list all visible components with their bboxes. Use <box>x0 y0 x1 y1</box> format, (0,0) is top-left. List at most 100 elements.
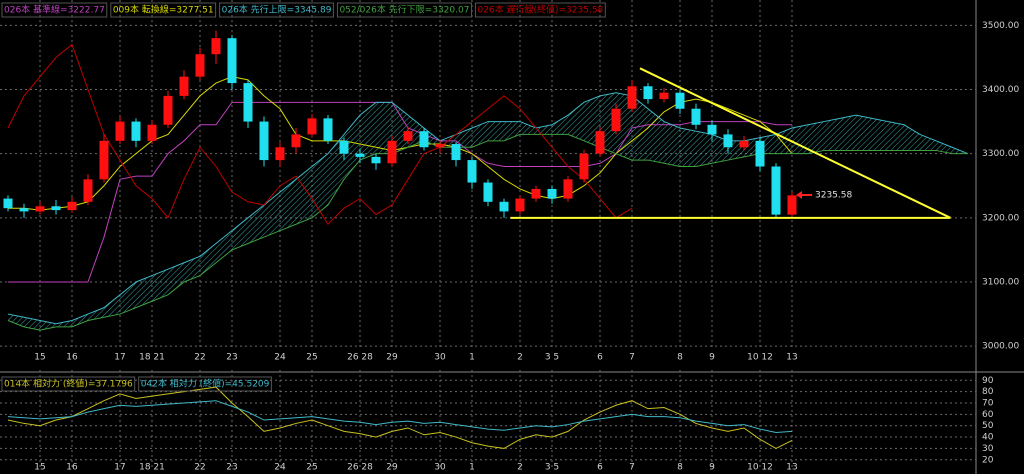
x-tick-label: 29 <box>386 353 398 363</box>
candle-body <box>371 156 381 164</box>
x-tick-label: 18 21 <box>139 353 165 363</box>
candle-body <box>291 134 301 148</box>
x-tick-label: 9 <box>709 353 715 363</box>
candle-body <box>387 140 397 164</box>
annotation-label: 3235.58 <box>815 190 852 200</box>
x-tick-label: 25 <box>306 463 317 473</box>
x-tick-label: 13 <box>786 463 797 473</box>
legend-box <box>219 2 334 18</box>
candle-body <box>499 201 509 212</box>
candle-body <box>323 118 333 141</box>
candle-body <box>563 179 573 199</box>
candle-body <box>339 140 349 154</box>
x-tick-label: 8 <box>677 463 683 473</box>
annotation-arrow <box>796 190 812 199</box>
x-tick-label: 6 <box>597 353 603 363</box>
legend-entry: 026本 遅行線(終値)=3235.58 <box>477 4 603 16</box>
x-tick-label: 1 <box>469 353 475 363</box>
y-tick-label: 3300.00 <box>982 149 1019 159</box>
x-tick-label: 24 <box>274 353 286 363</box>
legend-entry: 014本 相対力 (終値)=37.1796 <box>4 378 133 390</box>
x-tick-label: 15 <box>34 463 45 473</box>
candle-body <box>419 131 429 148</box>
candle-body <box>707 124 717 135</box>
legend-box <box>1 2 108 18</box>
candle-body <box>531 188 541 199</box>
legend-entry: 009本 転換線=3277.51 <box>113 4 214 16</box>
x-tick-label: 23 <box>226 463 237 473</box>
x-tick-label: 18 21 <box>139 463 165 473</box>
legend-entry: 052/026本 先行下限=3320.07 <box>339 4 469 16</box>
candle-body <box>179 76 189 96</box>
candle-body <box>723 134 733 148</box>
series-line <box>7 133 968 331</box>
y-tick-label: 80 <box>982 387 994 397</box>
x-tick-label: 3 5 <box>545 463 559 473</box>
x-tick-label: 24 <box>274 463 286 473</box>
candle-body <box>691 108 701 125</box>
x-tick-label: 10 12 <box>747 463 773 473</box>
series-line <box>8 76 793 211</box>
series-line <box>7 386 793 449</box>
candle-body <box>675 92 685 109</box>
candle-body <box>435 144 445 148</box>
candle-body <box>483 182 493 202</box>
x-tick-label: 10 12 <box>747 353 773 363</box>
candle-body <box>131 121 141 141</box>
y-tick-label: 50 <box>982 421 994 431</box>
x-tick-label: 26 28 <box>347 353 373 363</box>
x-tick-label: 17 <box>114 463 125 473</box>
x-tick-label: 30 <box>434 463 446 473</box>
y-tick-label: 70 <box>982 398 994 408</box>
candle-body <box>147 124 157 141</box>
candle-body <box>227 38 237 84</box>
x-tick-label: 9 <box>709 463 715 473</box>
x-tick-label: 17 <box>114 353 125 363</box>
series-line <box>8 101 792 283</box>
y-tick-label: 40 <box>982 433 994 443</box>
x-tick-label: 22 <box>194 353 205 363</box>
x-tick-label: 16 <box>66 353 78 363</box>
candle-body <box>595 131 605 154</box>
candle-body <box>259 121 269 161</box>
candle-body <box>51 206 61 211</box>
y-tick-label: 30 <box>982 444 994 454</box>
candle-body <box>19 208 29 212</box>
candle-body <box>35 206 45 212</box>
legend-box <box>110 2 217 18</box>
candle-body <box>3 198 13 209</box>
trendline <box>639 67 951 219</box>
x-tick-label: 30 <box>434 353 446 363</box>
candle-body <box>403 131 413 141</box>
candle-body <box>611 108 621 132</box>
legend-box <box>474 2 606 18</box>
x-tick-label: 26 28 <box>347 463 373 473</box>
x-tick-label: 8 <box>677 353 683 363</box>
candle-body <box>579 153 589 180</box>
candle-body <box>755 140 765 167</box>
series-line <box>7 400 793 434</box>
y-tick-label: 3100.00 <box>982 277 1019 287</box>
candle-body <box>115 121 125 141</box>
y-tick-label: 3000.00 <box>982 342 1019 352</box>
legend-entry: 026本 先行上限=3345.89 <box>222 4 332 16</box>
x-tick-label: 7 <box>629 353 635 363</box>
candle-body <box>195 54 205 77</box>
candle-body <box>163 95 173 125</box>
x-tick-label: 2 <box>517 463 523 473</box>
x-tick-label: 1 <box>469 463 475 473</box>
candle-body <box>771 166 781 215</box>
series-line <box>7 92 969 325</box>
candle-body <box>659 92 669 100</box>
candle-body <box>787 195 797 215</box>
candle-body <box>83 179 93 202</box>
x-tick-label: 23 <box>226 353 237 363</box>
x-tick-label: 6 <box>597 463 603 473</box>
candle-body <box>211 38 221 55</box>
legend-entry: 042本 相対力 (終値)=45.5209 <box>141 378 270 390</box>
y-tick-label: 60 <box>982 410 994 420</box>
candle-body <box>355 153 365 157</box>
candle-body <box>451 144 461 161</box>
